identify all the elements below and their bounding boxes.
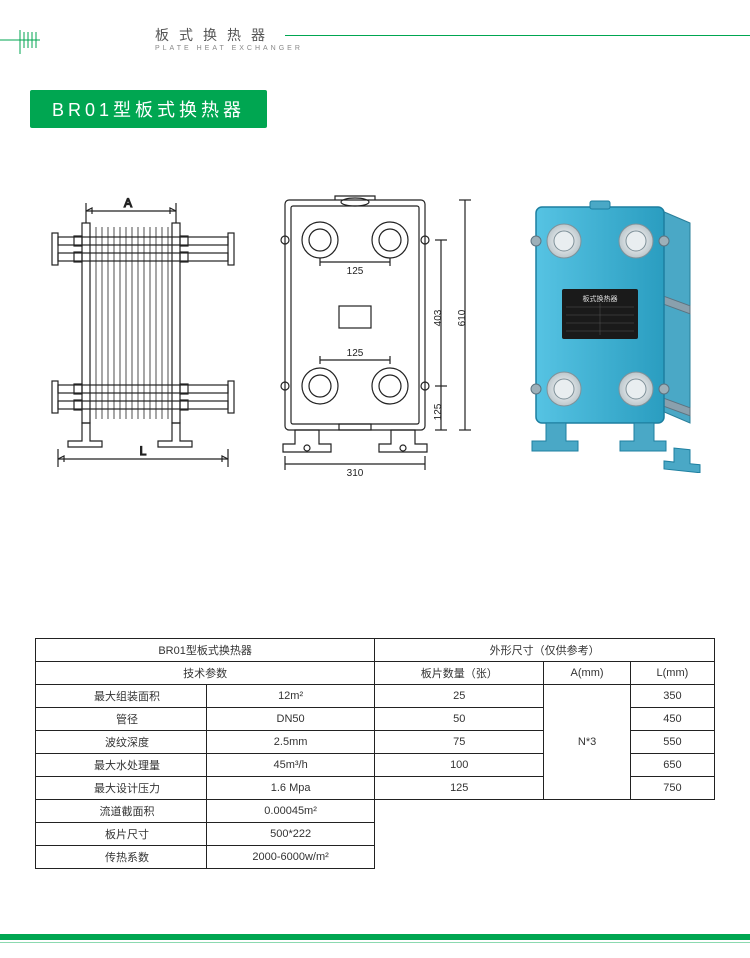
table-header-right: 外形尺寸（仅供参考）: [375, 639, 715, 662]
header-title-en: PLATE HEAT EXCHANGER: [155, 45, 750, 53]
tick-marks-icon: [0, 30, 40, 54]
param-name: 板片尺寸: [36, 823, 207, 846]
param-value: 500*222: [207, 823, 375, 846]
size-L: 450: [630, 708, 714, 731]
param-name: 流道截面积: [36, 800, 207, 823]
size-L: 350: [630, 685, 714, 708]
param-value: 0.00045m²: [207, 800, 375, 823]
table-row: BR01型板式换热器 外形尺寸（仅供参考）: [36, 639, 715, 662]
dim-L-label: L: [140, 444, 147, 458]
spec-table: BR01型板式换热器 外形尺寸（仅供参考） 技术参数 板片数量（张） A(mm)…: [35, 638, 715, 869]
footer-line: [0, 942, 750, 943]
table-row: 流道截面积 0.00045m²: [36, 800, 715, 823]
footer-bar: [0, 934, 750, 940]
dim-125v: 125: [433, 403, 444, 420]
dim-125a: 125: [347, 266, 364, 277]
size-L: 750: [630, 777, 714, 800]
param-name: 传热系数: [36, 846, 207, 869]
product-title: BR01型板式换热器: [30, 90, 267, 128]
param-value: 2.5mm: [207, 731, 375, 754]
table-row: 最大组装面积 12m² 25 N*3 350: [36, 685, 715, 708]
dim-610: 610: [457, 309, 468, 326]
col-A: A(mm): [544, 662, 630, 685]
size-plates: 100: [375, 754, 544, 777]
dim-125b: 125: [347, 348, 364, 359]
table-row: 技术参数 板片数量（张） A(mm) L(mm): [36, 662, 715, 685]
param-name: 最大组装面积: [36, 685, 207, 708]
size-A-merged: N*3: [544, 685, 630, 800]
param-name: 波纹深度: [36, 731, 207, 754]
param-name: 管径: [36, 708, 207, 731]
param-value: 12m²: [207, 685, 375, 708]
size-L: 550: [630, 731, 714, 754]
table-header-left: BR01型板式换热器: [36, 639, 375, 662]
dim-403: 403: [433, 309, 444, 326]
col-plates: 板片数量（张）: [375, 662, 544, 685]
param-value: 2000-6000w/m²: [207, 846, 375, 869]
header-rule: [285, 35, 750, 36]
param-value: DN50: [207, 708, 375, 731]
page-header: 板式换热器 PLATE HEAT EXCHANGER: [0, 0, 750, 50]
table-subheader-params: 技术参数: [36, 662, 375, 685]
size-L: 650: [630, 754, 714, 777]
front-view-diagram: 125 125 310 403 610 125: [265, 188, 495, 478]
col-L: L(mm): [630, 662, 714, 685]
param-name: 最大水处理量: [36, 754, 207, 777]
product-photo: 板式换热器: [512, 193, 712, 473]
param-name: 最大设计压力: [36, 777, 207, 800]
size-plates: 125: [375, 777, 544, 800]
diagram-row: A: [30, 178, 720, 488]
nameplate-title: 板式换热器: [582, 294, 617, 303]
dim-A-label: A: [124, 196, 132, 210]
param-value: 1.6 Mpa: [207, 777, 375, 800]
size-plates: 25: [375, 685, 544, 708]
side-elevation-diagram: A: [38, 193, 248, 473]
size-plates: 75: [375, 731, 544, 754]
size-plates: 50: [375, 708, 544, 731]
dim-310: 310: [347, 468, 364, 478]
param-value: 45m³/h: [207, 754, 375, 777]
